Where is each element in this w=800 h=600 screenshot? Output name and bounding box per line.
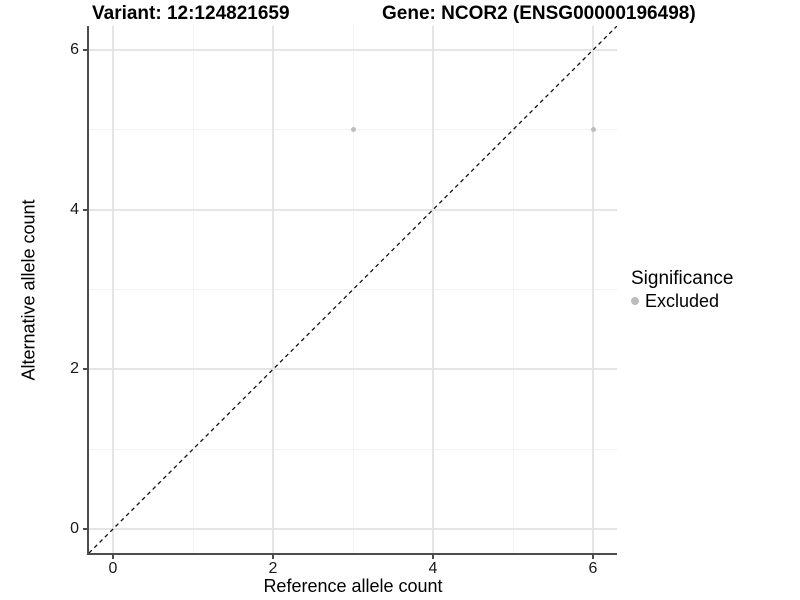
x-tick-label: 4: [428, 560, 438, 577]
y-tick-mark: [83, 368, 87, 371]
identity-dashed-line: [89, 26, 617, 553]
x-tick-label: 2: [268, 560, 278, 577]
y-tick-mark: [83, 208, 87, 211]
y-tick-mark: [83, 48, 87, 51]
plot-panel: [87, 26, 617, 555]
y-tick-label: 6: [70, 40, 79, 58]
data-point: [350, 127, 356, 133]
gridline-major-vertical: [112, 26, 114, 553]
y-tick-mark: [83, 528, 87, 531]
y-axis-title: Alternative allele count: [18, 199, 39, 381]
gridline-major-horizontal: [89, 368, 617, 371]
data-point: [590, 127, 596, 133]
gridline-major-horizontal: [89, 528, 617, 531]
x-tick-mark: [592, 555, 594, 559]
plot-title-variant: Variant: 12:124821659: [92, 3, 290, 24]
legend-key-dot: [631, 297, 639, 305]
legend: Significance Excluded: [631, 268, 733, 311]
x-axis-title: Reference allele count: [263, 576, 443, 596]
gridline-minor-vertical: [512, 26, 514, 553]
identity-line-svg: [89, 26, 617, 553]
gridline-major-horizontal: [89, 48, 617, 51]
x-tick-label: 6: [588, 560, 598, 577]
y-tick-label: 0: [70, 520, 79, 538]
gridline-minor-horizontal: [89, 289, 617, 290]
gridline-major-vertical: [272, 26, 274, 553]
x-tick-mark: [272, 555, 274, 559]
x-tick-mark: [112, 555, 114, 559]
x-tick-mark: [432, 555, 434, 559]
legend-entry-label: Excluded: [645, 291, 720, 311]
y-tick-label: 4: [70, 200, 79, 218]
x-tick-label: 0: [108, 560, 118, 577]
gridline-major-horizontal: [89, 208, 617, 211]
legend-entry: Excluded: [631, 291, 733, 311]
y-tick-label: 2: [70, 360, 79, 378]
gridline-major-vertical: [592, 26, 594, 553]
legend-entries: Excluded: [631, 291, 733, 311]
legend-title: Significance: [631, 268, 734, 289]
plot-title-gene: Gene: NCOR2 (ENSG00000196498): [382, 3, 696, 24]
gridline-major-vertical: [432, 26, 434, 553]
